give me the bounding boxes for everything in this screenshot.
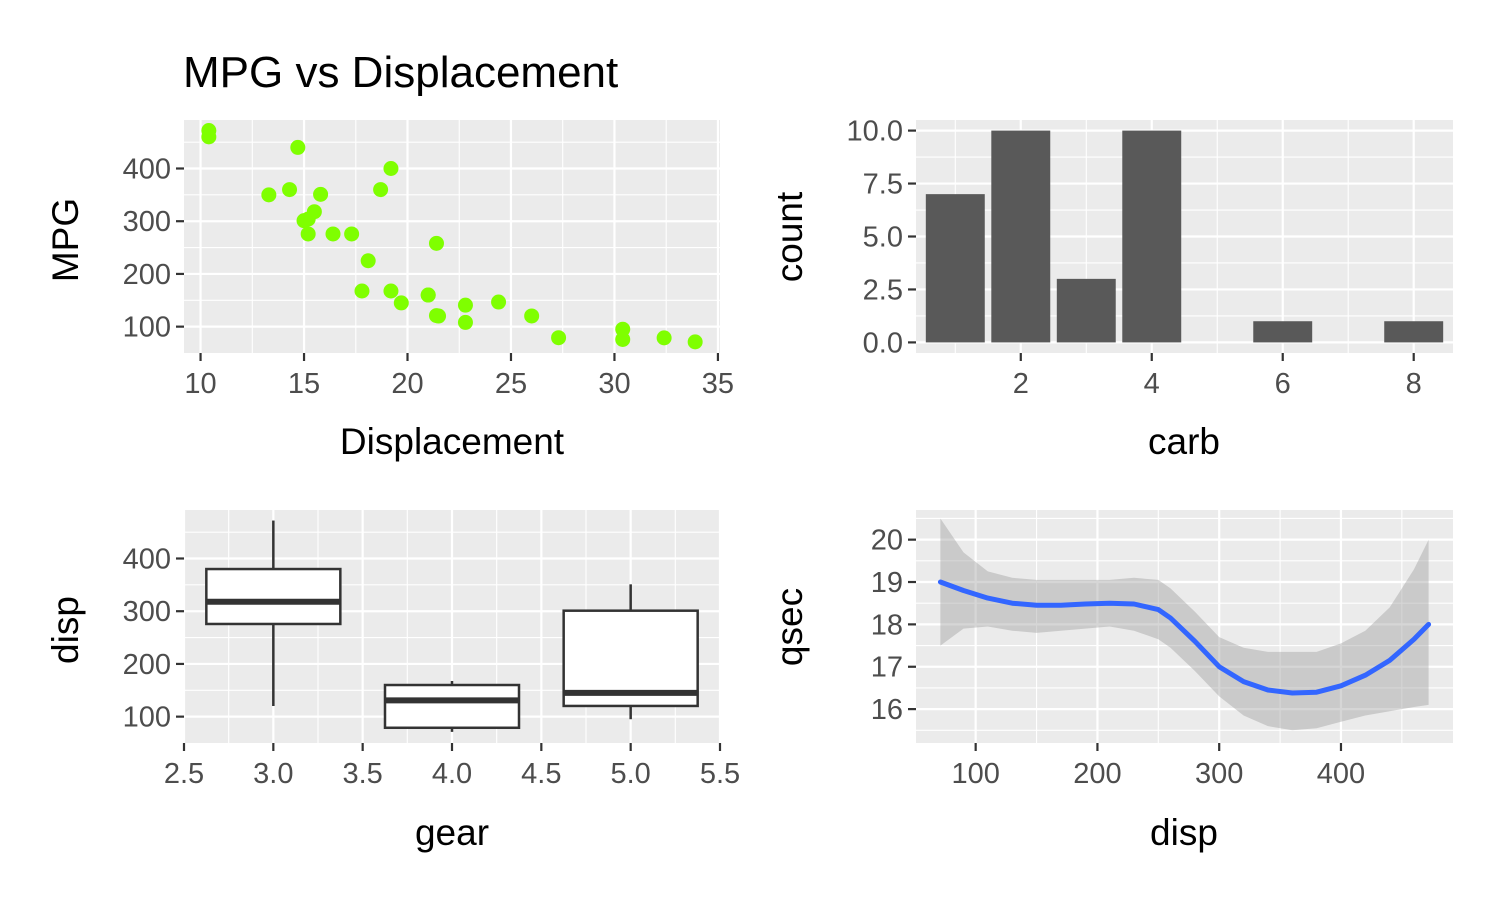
box-x-tick-label: 3.5 (343, 758, 383, 790)
scatter-point (429, 236, 444, 251)
scatter-y-tick-label: 100 (123, 312, 171, 344)
bar-y-tick-label: 10.0 (847, 116, 903, 148)
bar-x-tick-label: 4 (1144, 368, 1160, 400)
box-body (206, 569, 340, 624)
scatter-point (657, 330, 672, 345)
box-x-axis-title: gear (415, 812, 489, 853)
scatter-x-tick-label: 30 (598, 368, 630, 400)
box-y-tick-label: 100 (123, 702, 171, 734)
scatter-point (524, 308, 539, 323)
bar-y-tick-label: 7.5 (863, 169, 903, 201)
smooth-y-tick-label: 20 (871, 525, 903, 557)
box-body (385, 685, 519, 728)
box-y-tick-label: 200 (123, 649, 171, 681)
scatter-point (491, 295, 506, 310)
smooth-y-tick-label: 18 (871, 609, 903, 641)
box-y-tick-label: 400 (123, 543, 171, 575)
box-y-tick-label: 300 (123, 596, 171, 628)
scatter-point (290, 140, 305, 155)
scatter-point (458, 315, 473, 330)
scatter-point (688, 334, 703, 349)
box-x-tick-label: 3.0 (253, 758, 293, 790)
scatter-point (282, 182, 297, 197)
scatter-x-tick-label: 10 (184, 368, 216, 400)
bar-y-tick-label: 0.0 (863, 327, 903, 359)
smooth-x-axis-title: disp (1150, 812, 1218, 853)
scatter-point (326, 226, 341, 241)
bar (1253, 321, 1312, 342)
scatter-point (394, 295, 409, 310)
smooth-x-tick-label: 100 (951, 758, 999, 790)
bar (926, 194, 985, 342)
box-x-tick-label: 4.0 (432, 758, 472, 790)
scatter-point (354, 284, 369, 299)
box-x-tick-label: 5.5 (700, 758, 740, 790)
bar-x-axis-title: carb (1148, 421, 1220, 462)
smooth-y-tick-label: 19 (871, 567, 903, 599)
scatter-point (615, 322, 630, 337)
box-x-tick-label: 2.5 (164, 758, 204, 790)
scatter-y-tick-label: 200 (123, 259, 171, 291)
scatter-point (551, 330, 566, 345)
scatter-point (383, 161, 398, 176)
bar-x-tick-label: 6 (1275, 368, 1291, 400)
scatter-point (421, 288, 436, 303)
smooth-x-tick-label: 400 (1317, 758, 1365, 790)
bar (1122, 131, 1181, 343)
scatter-point (261, 187, 276, 202)
scatter-point (361, 253, 376, 268)
scatter-y-axis-title: MPG (45, 198, 86, 282)
scatter-x-tick-label: 25 (495, 368, 527, 400)
scatter-point (313, 187, 328, 202)
box-x-tick-label: 5.0 (611, 758, 651, 790)
scatter-point (201, 129, 216, 144)
scatter-x-tick-label: 15 (288, 368, 320, 400)
bar (991, 131, 1050, 343)
smooth-x-tick-label: 300 (1195, 758, 1243, 790)
bar (1057, 279, 1116, 343)
scatter-point (429, 308, 444, 323)
smooth-x-tick-label: 200 (1073, 758, 1121, 790)
scatter-point (301, 226, 316, 241)
scatter-x-tick-label: 35 (702, 368, 734, 400)
smooth-y-tick-label: 16 (871, 694, 903, 726)
scatter-y-tick-label: 400 (123, 153, 171, 185)
box-x-tick-label: 4.5 (521, 758, 561, 790)
scatter-title: MPG vs Displacement (183, 48, 618, 97)
smooth-y-tick-label: 17 (871, 652, 903, 684)
scatter-point (373, 182, 388, 197)
bar-y-axis-title: count (769, 191, 810, 282)
scatter-x-axis-title: Displacement (340, 421, 565, 462)
bar-x-tick-label: 8 (1406, 368, 1422, 400)
scatter-panel-background (184, 120, 720, 353)
bar-y-tick-label: 5.0 (863, 222, 903, 254)
bar (1384, 321, 1443, 342)
scatter-y-tick-label: 300 (123, 206, 171, 238)
box-y-axis-title: disp (45, 596, 86, 664)
bar-x-tick-label: 2 (1013, 368, 1029, 400)
smooth-y-axis-title: qsec (769, 588, 810, 666)
bar-y-tick-label: 2.5 (863, 274, 903, 306)
scatter-point (297, 213, 312, 228)
scatter-point (383, 284, 398, 299)
scatter-point (344, 226, 359, 241)
scatter-point (458, 298, 473, 313)
scatter-x-tick-label: 20 (391, 368, 423, 400)
